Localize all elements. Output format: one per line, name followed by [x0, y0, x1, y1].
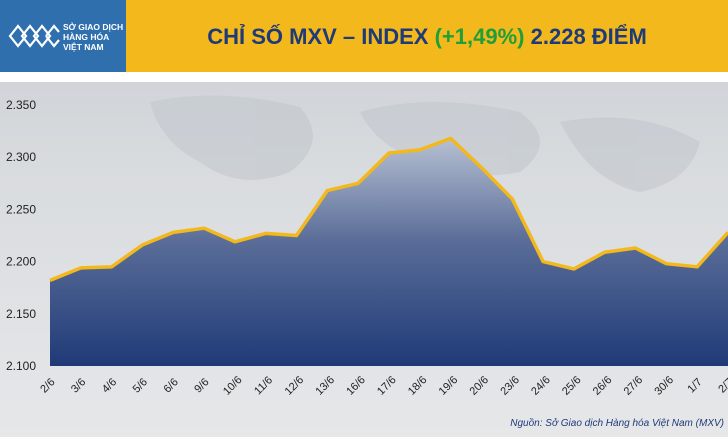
header: SỞ GIAO DỊCH HÀNG HÓA VIỆT NAM CHỈ SỐ MX…	[0, 0, 728, 82]
title-bar: CHỈ SỐ MXV – INDEX (+1,49%) 2.228 ĐIỂM	[126, 0, 728, 72]
y-tick-label: 2.150	[6, 307, 36, 321]
x-tick-label: 24/6	[529, 374, 553, 398]
x-tick-label: 18/6	[406, 374, 430, 398]
logo: SỞ GIAO DỊCH HÀNG HÓA VIỆT NAM	[0, 0, 126, 72]
index-area	[50, 138, 728, 366]
logo-icon	[8, 24, 60, 48]
x-tick-label: 5/6	[131, 376, 150, 395]
x-tick-label: 11/6	[252, 374, 275, 397]
x-tick-label: 4/6	[100, 376, 119, 395]
y-tick-label: 2.250	[6, 202, 36, 216]
source-note: Nguồn: Sở Giao dịch Hàng hóa Việt Nam (M…	[510, 418, 724, 429]
x-tick-label: 23/6	[498, 374, 522, 398]
chart-title: CHỈ SỐ MXV – INDEX (+1,49%) 2.228 ĐIỂM	[126, 24, 728, 50]
logo-line: SỞ GIAO DỊCH	[63, 22, 124, 32]
x-tick-label: 20/6	[468, 374, 492, 398]
y-tick-label: 2.200	[6, 255, 36, 269]
x-tick-label: 3/6	[69, 376, 88, 395]
x-tick-label: 26/6	[591, 374, 615, 398]
logo-line: HÀNG HÓA	[63, 32, 110, 42]
x-tick-label: 1/7	[685, 376, 704, 395]
index-line	[49, 136, 728, 283]
logo-text: SỞ GIAO DỊCH HÀNG HÓA VIỆT NAM	[63, 22, 123, 52]
x-tick-label: 12/6	[283, 374, 307, 398]
x-tick-label: 25/6	[560, 374, 584, 398]
x-tick-label: 9/6	[192, 376, 211, 395]
x-tick-label: 16/6	[344, 374, 368, 398]
x-tick-label: 30/6	[652, 374, 676, 398]
y-tick-label: 2.350	[6, 98, 36, 112]
index-chart: 2.100 2.150 2.200 2.250 2.300 2.350 2/6 3/6 4/6…	[6, 95, 728, 398]
x-tick-label: 27/6	[622, 374, 646, 398]
title-value: 2.228 ĐIỂM	[530, 24, 647, 49]
world-map-watermark	[150, 95, 700, 192]
x-tick-label: 17/6	[375, 374, 399, 398]
x-tick-label: 13/6	[313, 374, 337, 398]
y-axis: 2.100 2.150 2.200 2.250 2.300 2.350	[6, 98, 36, 373]
logo-line: VIỆT NAM	[63, 42, 104, 52]
x-tick-label: 6/6	[162, 376, 181, 395]
y-tick-label: 2.300	[6, 150, 36, 164]
title-change: (+1,49%)	[434, 24, 525, 49]
y-tick-label: 2.100	[6, 359, 36, 373]
x-axis: 2/6 3/6 4/6 5/6 6/6 9/6 10/6 11/6 12/6 13/6 16/6 17…	[38, 374, 728, 398]
x-tick-label: 10/6	[221, 374, 245, 398]
x-tick-label: 2/7	[716, 376, 728, 395]
title-main: CHỈ SỐ MXV – INDEX	[207, 24, 429, 49]
x-tick-label: 19/6	[437, 374, 461, 398]
x-tick-label: 2/6	[38, 376, 57, 395]
